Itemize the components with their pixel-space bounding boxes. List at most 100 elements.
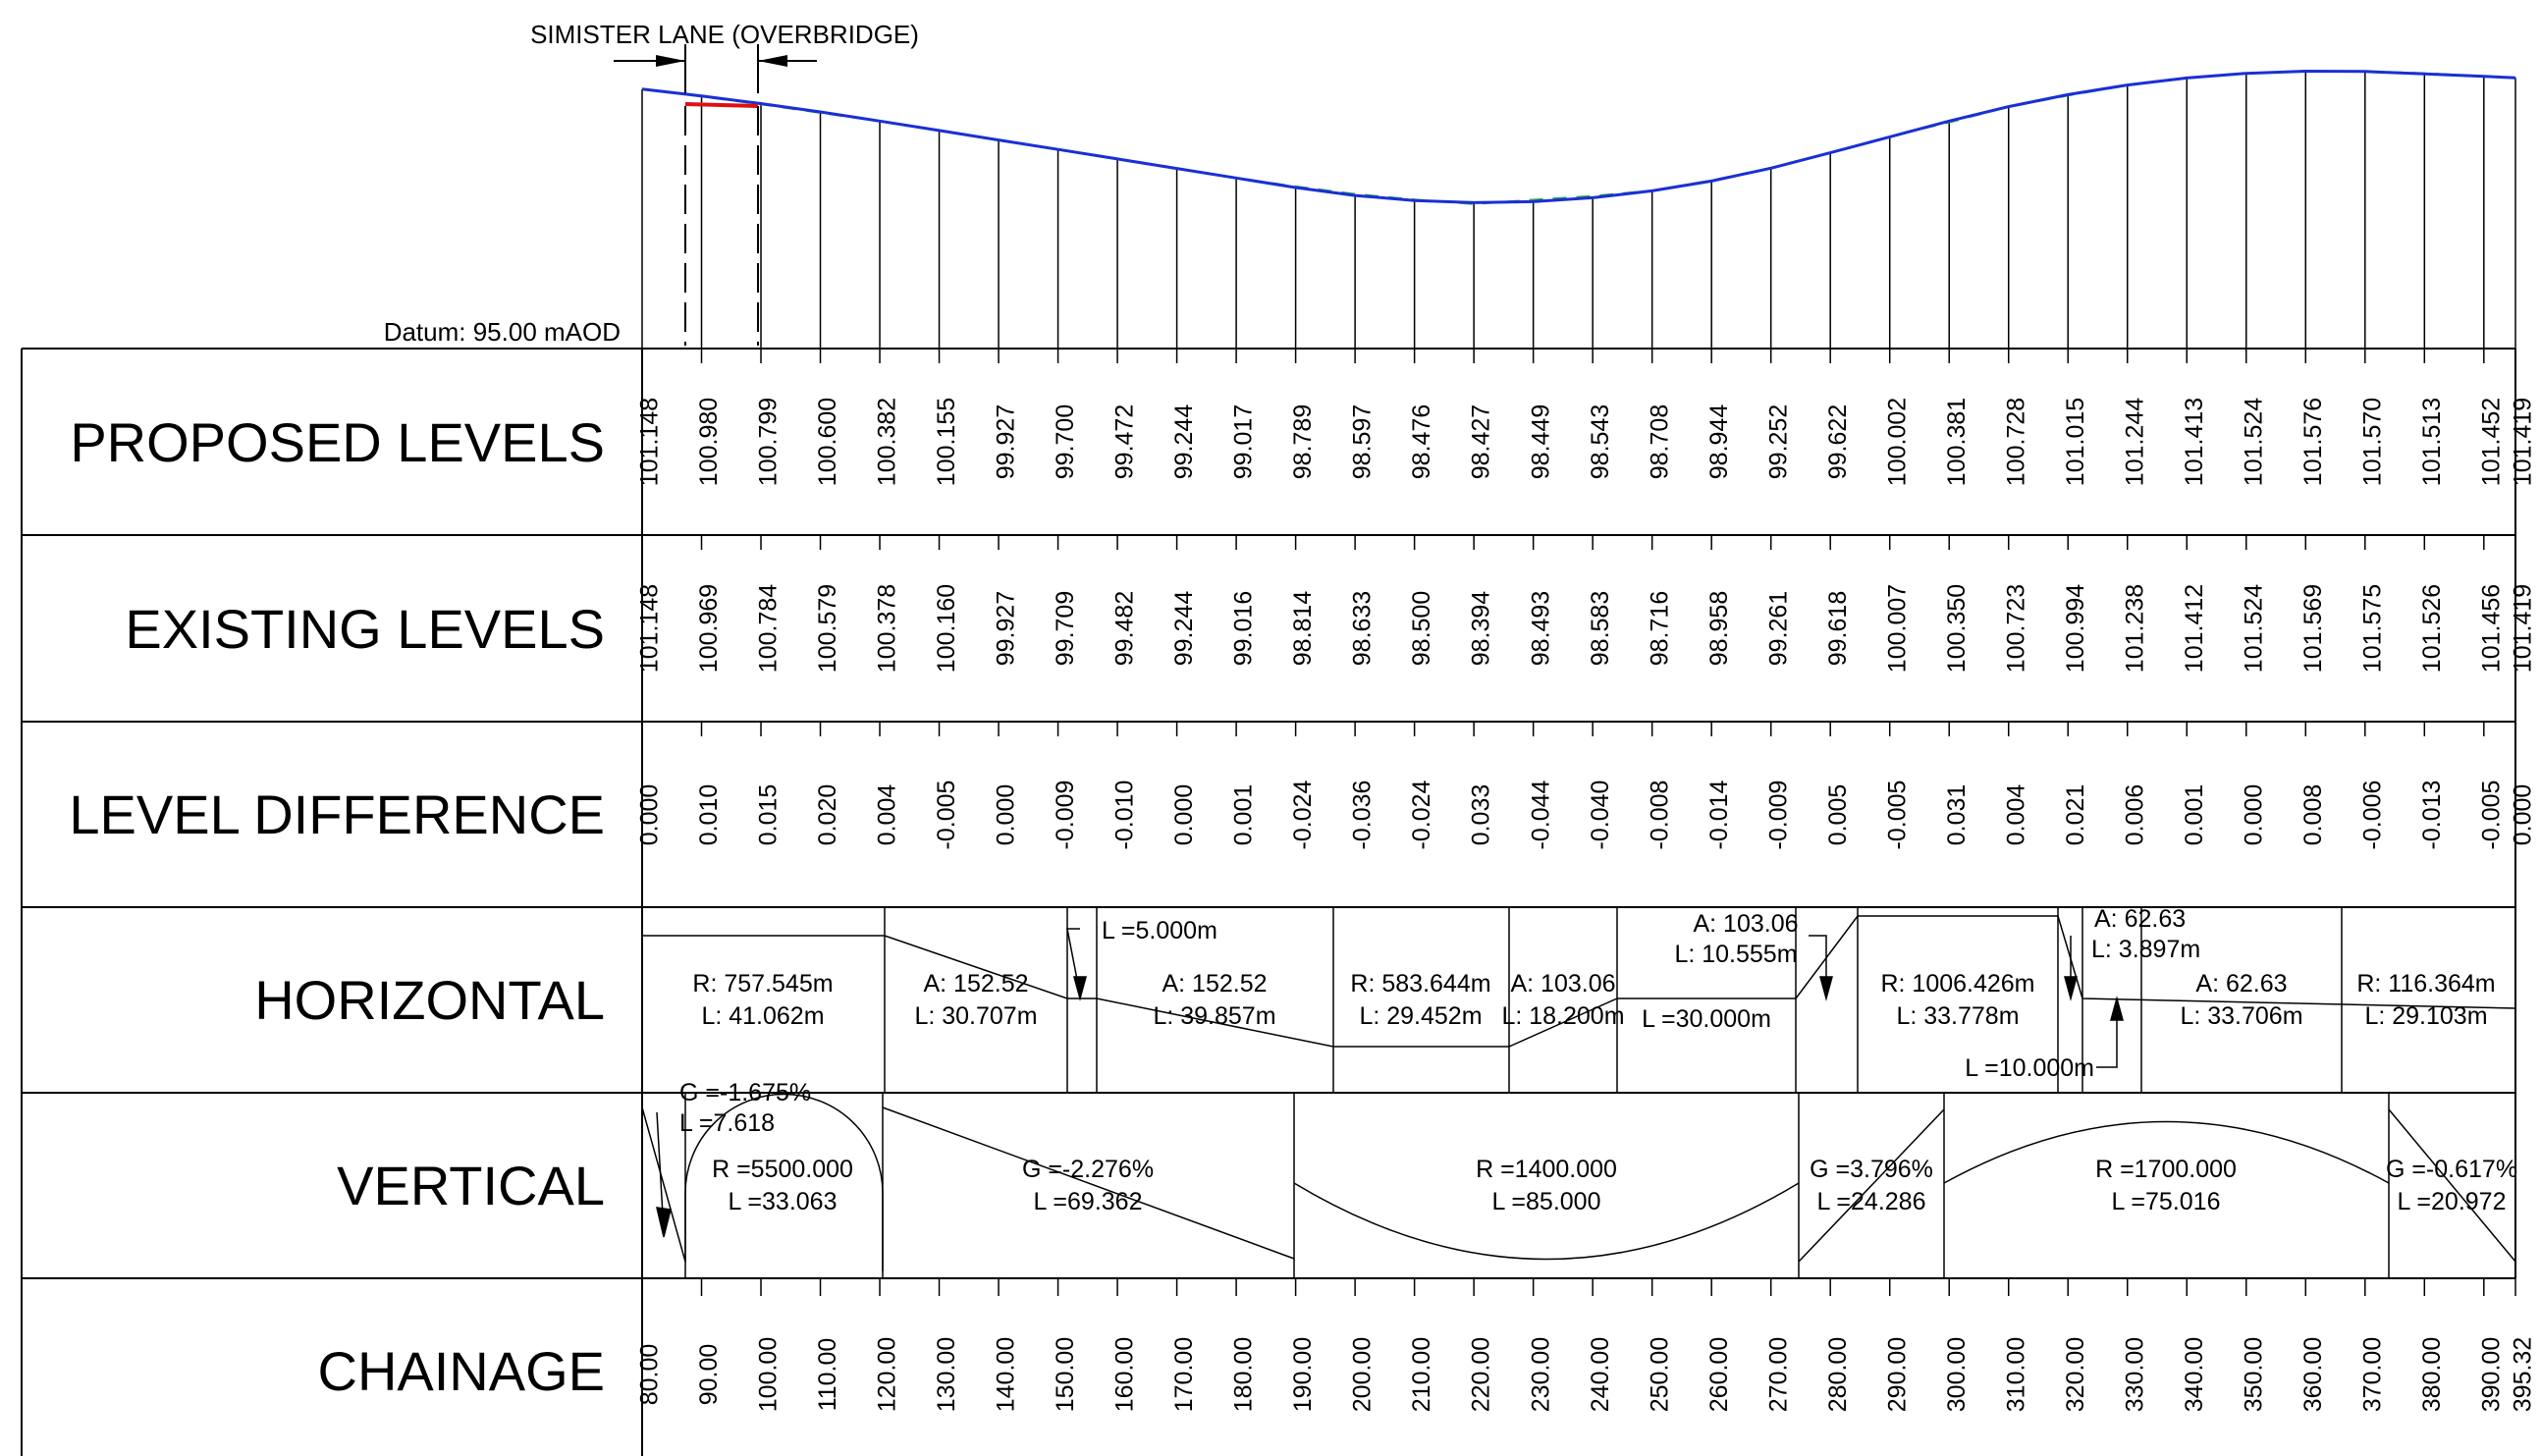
level-difference-value: 0.008 (2299, 784, 2327, 846)
proposed-level-value: 101.413 (2181, 398, 2208, 486)
chainage-value: 130.00 (933, 1337, 960, 1412)
proposed-profile-line (641, 69, 2516, 204)
proposed-level-value: 100.980 (695, 398, 723, 486)
h-spiral-label: A: 62.63 (2195, 970, 2287, 998)
level-difference-value: 0.033 (1468, 784, 1495, 846)
proposed-level-value: 100.155 (933, 398, 960, 486)
h-curve-label: R: 116.364m (2356, 970, 2495, 998)
chainage-value: 210.00 (1408, 1337, 1435, 1412)
level-difference-value: 0.001 (2181, 784, 2208, 846)
proposed-level-value: 101.148 (636, 398, 664, 486)
v-curve-label: R =1400.000 (1476, 1156, 1617, 1183)
v-grade-label: L =20.972 (2398, 1188, 2507, 1215)
h-curve-label: R: 1006.426m (1880, 970, 2034, 998)
level-difference-value: 0.000 (2240, 784, 2267, 846)
existing-level-value: 98.493 (1527, 591, 1554, 666)
proposed-level-value: 100.382 (874, 398, 901, 486)
existing-level-value: 98.394 (1468, 591, 1495, 667)
proposed-level-value: 100.728 (2002, 398, 2029, 486)
proposed-level-value: 101.015 (2062, 398, 2089, 486)
horizontal-element-labels: R: 757.545m L: 41.062m A: 152.52 L: 30.7… (692, 905, 2495, 1082)
v-grade-label: L =7.618 (679, 1109, 775, 1137)
vertical-alignment-band (641, 1093, 2516, 1278)
proposed-level-value: 100.381 (1943, 398, 1971, 486)
existing-level-value: 101.419 (2510, 584, 2537, 673)
level-difference-label: LEVEL DIFFERENCE (69, 783, 605, 845)
existing-level-value: 100.994 (2062, 584, 2089, 673)
chainage-label: CHAINAGE (318, 1340, 606, 1402)
proposed-level-value: 98.449 (1527, 404, 1554, 479)
level-difference-value: 0.020 (814, 784, 841, 846)
level-difference-value: -0.036 (1349, 781, 1377, 850)
existing-level-value: 99.927 (993, 591, 1020, 666)
existing-level-value: 101.238 (2121, 584, 2148, 673)
existing-level-value: 99.244 (1170, 591, 1198, 667)
level-difference-value: -0.005 (933, 781, 960, 850)
proposed-level-value: 99.017 (1230, 404, 1258, 479)
chainage-value: 380.00 (2418, 1337, 2446, 1412)
chainage-value: 280.00 (1824, 1337, 1852, 1412)
existing-level-value: 101.412 (2181, 584, 2208, 673)
existing-level-value: 98.500 (1408, 591, 1435, 666)
chainage-value: 370.00 (2358, 1337, 2386, 1412)
v-curve-label: L =33.063 (729, 1188, 838, 1215)
chainage-value: 340.00 (2181, 1337, 2208, 1412)
h-spiral-label: L: 33.706m (2180, 1002, 2302, 1030)
chainage-value: 190.00 (1289, 1337, 1317, 1412)
level-difference-value: -0.024 (1408, 780, 1435, 849)
level-difference-value: -0.013 (2418, 781, 2446, 850)
bridge-right-arrow (758, 55, 817, 67)
h-spiral-label: L: 3.897m (2091, 936, 2200, 963)
chainage-value: 220.00 (1468, 1337, 1495, 1412)
h-curve-label: R: 757.545m (692, 970, 833, 998)
chainage-value: 350.00 (2240, 1337, 2267, 1412)
level-difference-value: 0.000 (636, 784, 664, 846)
vertical-element-labels: G =-1.675% L =7.618 R =5500.000 L =33.06… (679, 1079, 2517, 1215)
chainage-value: 360.00 (2299, 1337, 2327, 1412)
v-grade-label: L =24.286 (1817, 1188, 1926, 1215)
chainage-value: 110.00 (814, 1338, 841, 1412)
proposed-level-value: 98.543 (1587, 404, 1614, 479)
v-grade-label: G =-0.617% (2386, 1156, 2517, 1183)
proposed-level-value: 98.789 (1289, 404, 1317, 479)
level-difference-value: -0.014 (1705, 780, 1733, 849)
chainage-value: 290.00 (1883, 1337, 1911, 1412)
proposed-levels-label: PROPOSED LEVELS (70, 411, 605, 473)
proposed-level-value: 98.427 (1468, 404, 1495, 479)
datum-label: Datum: 95.00 mAOD (384, 317, 621, 347)
existing-level-value: 99.482 (1111, 591, 1139, 666)
chainage-value: 260.00 (1705, 1337, 1733, 1412)
v-curve-label: L =75.016 (2112, 1188, 2221, 1215)
proposed-level-value: 99.244 (1170, 404, 1198, 480)
existing-level-value: 101.524 (2240, 584, 2267, 673)
v-curve-label: R =1700.000 (2095, 1156, 2237, 1183)
chainage-value: 310.00 (2002, 1337, 2029, 1412)
level-difference-value: -0.010 (1111, 781, 1139, 850)
proposed-level-value: 99.472 (1111, 404, 1139, 479)
proposed-level-value: 99.252 (1764, 404, 1792, 479)
level-difference-value: -0.044 (1527, 780, 1554, 849)
v-curve-label: R =5500.000 (712, 1156, 853, 1183)
h-curve-label: L: 29.103m (2364, 1002, 2487, 1030)
chainage-value: 120.00 (874, 1337, 901, 1412)
existing-level-value: 99.261 (1764, 591, 1792, 666)
h-curve-label: L: 29.452m (1359, 1002, 1482, 1030)
h-spiral-label: L: 30.707m (914, 1002, 1037, 1030)
chainage-value: 160.00 (1111, 1337, 1139, 1412)
proposed-level-value: 101.570 (2358, 398, 2386, 486)
chainage-value: 250.00 (1646, 1337, 1673, 1412)
profile-area: SIMISTER LANE (OVERBRIDGE) Datum: 95.00 … (384, 20, 2516, 349)
existing-level-value: 100.969 (695, 584, 723, 673)
v-curve-label: L =85.000 (1492, 1188, 1601, 1215)
proposed-level-value: 100.600 (814, 398, 841, 486)
existing-level-value: 98.814 (1289, 591, 1317, 667)
h-spiral-label: A: 62.63 (2094, 905, 2186, 933)
bridge-deck-line (684, 102, 759, 108)
existing-level-value: 100.784 (755, 584, 783, 673)
h-tangent-label: L =5.000m (1102, 917, 1217, 944)
chainage-value: 100.00 (755, 1337, 783, 1412)
level-difference-value: 0.005 (1824, 784, 1852, 846)
level-difference-value: -0.009 (1764, 781, 1792, 850)
h-spiral-label: A: 103.06 (1510, 970, 1615, 998)
